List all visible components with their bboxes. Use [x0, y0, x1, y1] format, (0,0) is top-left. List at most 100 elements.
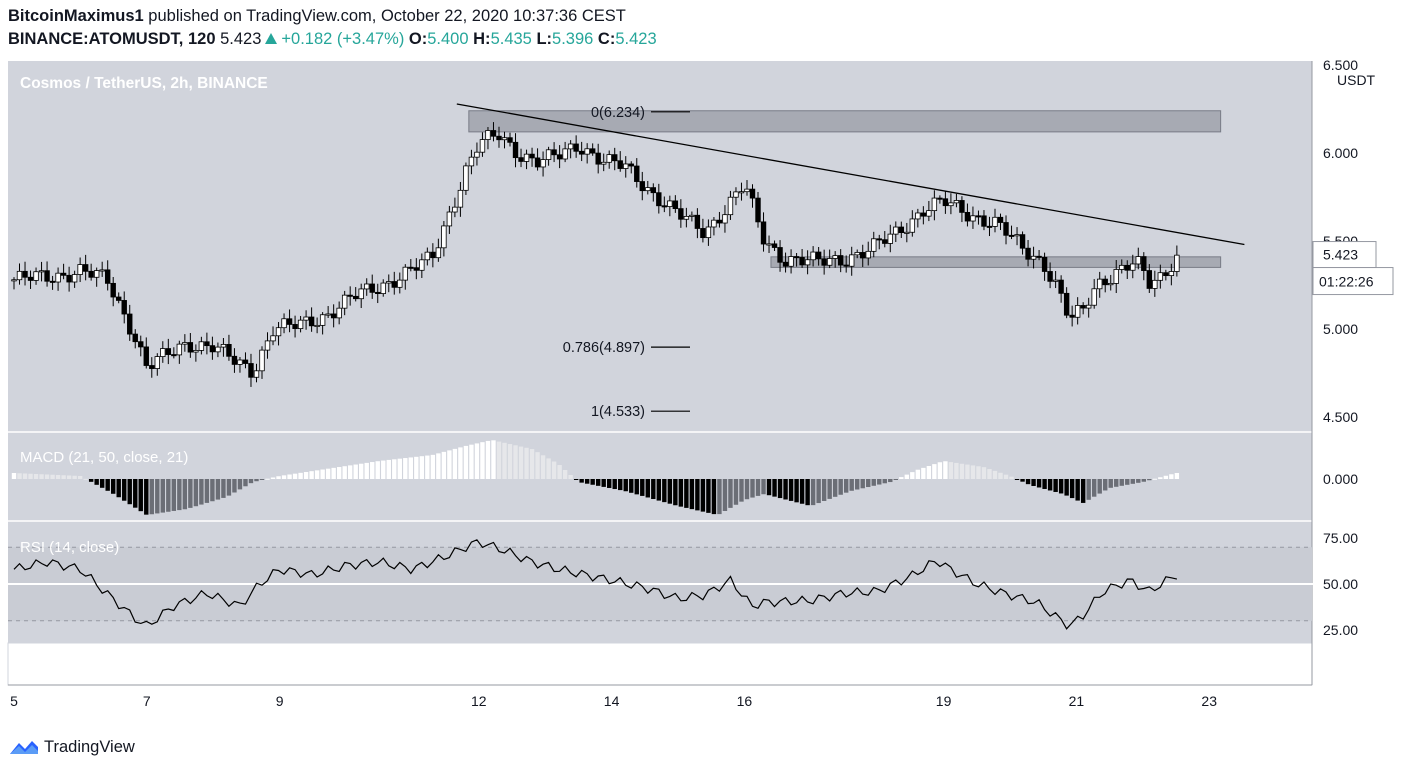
candle: [93, 267, 100, 287]
macd-bar: [612, 479, 617, 490]
macd-bar: [640, 479, 645, 496]
candle: [948, 193, 954, 215]
candle: [193, 344, 199, 362]
candle: [584, 143, 590, 164]
macd-bar: [584, 479, 590, 484]
candle: [540, 151, 546, 177]
fib-level-label: 0(6.234): [591, 105, 645, 121]
candle-body: [270, 335, 276, 342]
macd-bar: [39, 474, 44, 479]
macd-bar: [932, 464, 937, 479]
candle-body: [336, 307, 342, 319]
macd-bar: [843, 479, 849, 493]
candle: [435, 238, 442, 262]
candle: [1080, 302, 1086, 315]
candle-body: [364, 283, 370, 290]
candle: [760, 212, 767, 252]
candle-body: [44, 270, 50, 282]
candle-body: [501, 137, 508, 141]
candle-body: [948, 202, 954, 207]
candle-body: [849, 254, 855, 267]
candle: [837, 249, 844, 273]
macd-bar: [133, 479, 138, 508]
candle-body: [138, 341, 144, 348]
macd-bar: [998, 472, 1003, 479]
macd-bar: [138, 479, 143, 512]
macd-bar: [88, 479, 94, 482]
candle-body: [705, 226, 712, 239]
macd-bar: [237, 479, 243, 490]
candle-body: [330, 313, 337, 319]
macd-bar: [452, 448, 458, 479]
low-value: 5.396: [552, 30, 594, 48]
candle: [55, 267, 61, 291]
candle-body: [193, 350, 199, 353]
time-tick-label: 19: [936, 693, 952, 709]
candle: [1003, 215, 1009, 245]
price-change: +0.182 (+3.47%): [281, 30, 405, 48]
chart-area[interactable]: 0(6.234) 0.786(4.897) 1(4.533) Cosmos / Tet…: [0, 58, 1409, 726]
candle: [33, 267, 39, 285]
macd-bar: [700, 479, 706, 512]
macd-bar: [1064, 479, 1069, 496]
candle-body: [474, 151, 480, 158]
candle: [893, 221, 899, 242]
candle: [424, 247, 431, 266]
macd-bar: [414, 456, 419, 479]
candle-body: [733, 191, 739, 198]
macd-bar: [336, 467, 342, 479]
candle: [512, 133, 519, 168]
candle-body: [391, 281, 397, 288]
candle-body: [661, 205, 668, 208]
footer-brand[interactable]: TradingView: [44, 737, 135, 756]
symbol-info: BINANCE:ATOMUSDT, 120 5.423 +0.182 (+3.47…: [8, 30, 657, 49]
author-name[interactable]: BitcoinMaximus1: [8, 7, 144, 25]
macd-bar: [689, 479, 695, 510]
candle: [457, 181, 464, 217]
macd-bar: [342, 466, 347, 479]
candle: [408, 259, 414, 272]
empty-pane: [7, 642, 1313, 686]
candle: [937, 195, 943, 204]
candle: [132, 329, 138, 349]
candle: [1157, 264, 1164, 289]
time-tick-label: 9: [276, 693, 284, 709]
candle: [793, 253, 800, 267]
macd-bar: [965, 464, 970, 479]
candle: [1069, 305, 1075, 327]
candle-body: [573, 143, 579, 152]
candle: [347, 286, 353, 306]
candle-body: [1036, 255, 1042, 258]
candle-body: [380, 282, 386, 294]
macd-bar: [827, 479, 832, 499]
candle: [799, 248, 805, 268]
pane-title: Cosmos / TetherUS, 2h, BINANCE: [20, 75, 268, 92]
candle-body: [556, 154, 563, 160]
candle: [358, 283, 364, 309]
candle: [507, 132, 513, 147]
macd-bar: [83, 478, 88, 480]
candle-body: [1152, 279, 1158, 289]
candle-body: [413, 267, 420, 271]
candle: [661, 196, 668, 213]
macd-bar: [673, 479, 678, 506]
macd-bar: [111, 479, 116, 494]
macd-bar: [1174, 473, 1180, 479]
macd-bar: [221, 479, 226, 498]
macd-bar: [513, 445, 518, 479]
candle-body: [215, 346, 221, 353]
candle: [419, 253, 425, 278]
candle: [523, 149, 530, 170]
candle-body: [711, 219, 717, 228]
macd-bar: [810, 479, 816, 506]
candle-body: [358, 288, 364, 300]
currency-label: USDT: [1337, 72, 1376, 88]
tradingview-logo-icon: [10, 741, 38, 754]
candle: [727, 190, 734, 220]
candle-body: [1074, 305, 1081, 318]
candle-body: [237, 359, 243, 365]
macd-bar: [160, 479, 166, 513]
candle: [253, 363, 260, 383]
candle-body: [479, 139, 486, 153]
candle-body: [1097, 278, 1103, 290]
